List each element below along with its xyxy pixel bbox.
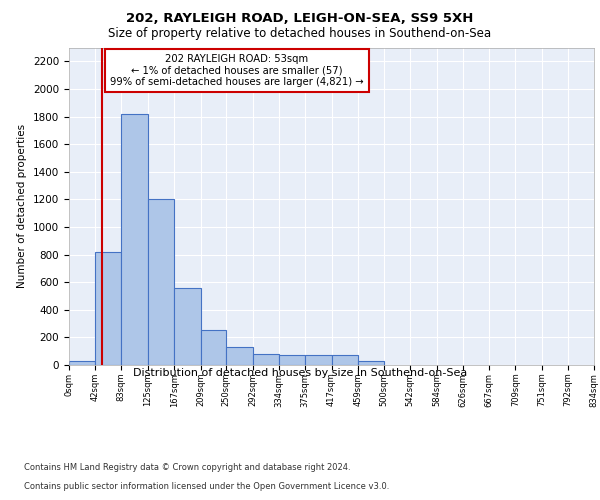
Text: Contains public sector information licensed under the Open Government Licence v3: Contains public sector information licen… [24,482,389,491]
Text: 202, RAYLEIGH ROAD, LEIGH-ON-SEA, SS9 5XH: 202, RAYLEIGH ROAD, LEIGH-ON-SEA, SS9 5X… [127,12,473,26]
Bar [331,356,358,365]
Bar [148,200,174,365]
Text: Contains HM Land Registry data © Crown copyright and database right 2024.: Contains HM Land Registry data © Crown c… [24,464,350,472]
Bar [174,288,200,365]
Text: 202 RAYLEIGH ROAD: 53sqm
← 1% of detached houses are smaller (57)
99% of semi-de: 202 RAYLEIGH ROAD: 53sqm ← 1% of detache… [110,54,364,87]
Bar [200,330,226,365]
Y-axis label: Number of detached properties: Number of detached properties [17,124,28,288]
Bar [305,355,331,365]
Bar [253,354,279,365]
Bar [226,347,253,365]
Bar [121,114,148,365]
Bar [279,354,305,365]
Bar [69,361,95,365]
Bar [95,252,121,365]
Text: Distribution of detached houses by size in Southend-on-Sea: Distribution of detached houses by size … [133,368,467,378]
Bar [358,361,384,365]
Text: Size of property relative to detached houses in Southend-on-Sea: Size of property relative to detached ho… [109,28,491,40]
